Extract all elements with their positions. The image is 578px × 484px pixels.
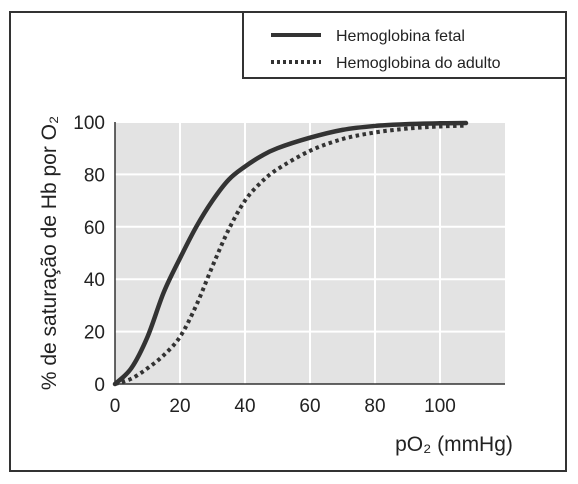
series-line-adult: [114, 123, 467, 386]
x-tick-label: 20: [169, 396, 190, 417]
series-layer: [112, 120, 469, 387]
x-tick-label: 40: [234, 396, 255, 417]
y-tick-label: 40: [84, 270, 105, 291]
x-tick-label: 0: [110, 396, 121, 417]
y-tick-label: 0: [94, 375, 105, 396]
x-tick-labels: 0 20 40 60 80 100: [110, 396, 456, 417]
x-tick-label: 100: [424, 396, 456, 417]
grid-lines: [115, 121, 505, 384]
x-axis-label: pO₂ (mmHg): [395, 433, 513, 456]
y-tick-label: 20: [84, 323, 105, 344]
y-tick-label: 80: [84, 165, 105, 186]
y-tick-label: 60: [84, 218, 105, 239]
legend-label-adult: Hemoglobina do adulto: [336, 55, 501, 72]
y-tick-labels: 0 20 40 60 80 100: [73, 113, 105, 396]
legend-box: [242, 11, 567, 79]
y-axis-label: % de saturação de Hb por O₂: [38, 116, 61, 390]
legend: Hemoglobina fetal Hemoglobina do adulto: [242, 11, 567, 79]
y-tick-label: 100: [73, 113, 105, 134]
series-line-fetal: [112, 120, 469, 387]
x-tick-label: 80: [364, 396, 385, 417]
legend-label-fetal: Hemoglobina fetal: [336, 28, 465, 45]
x-tick-label: 60: [299, 396, 320, 417]
